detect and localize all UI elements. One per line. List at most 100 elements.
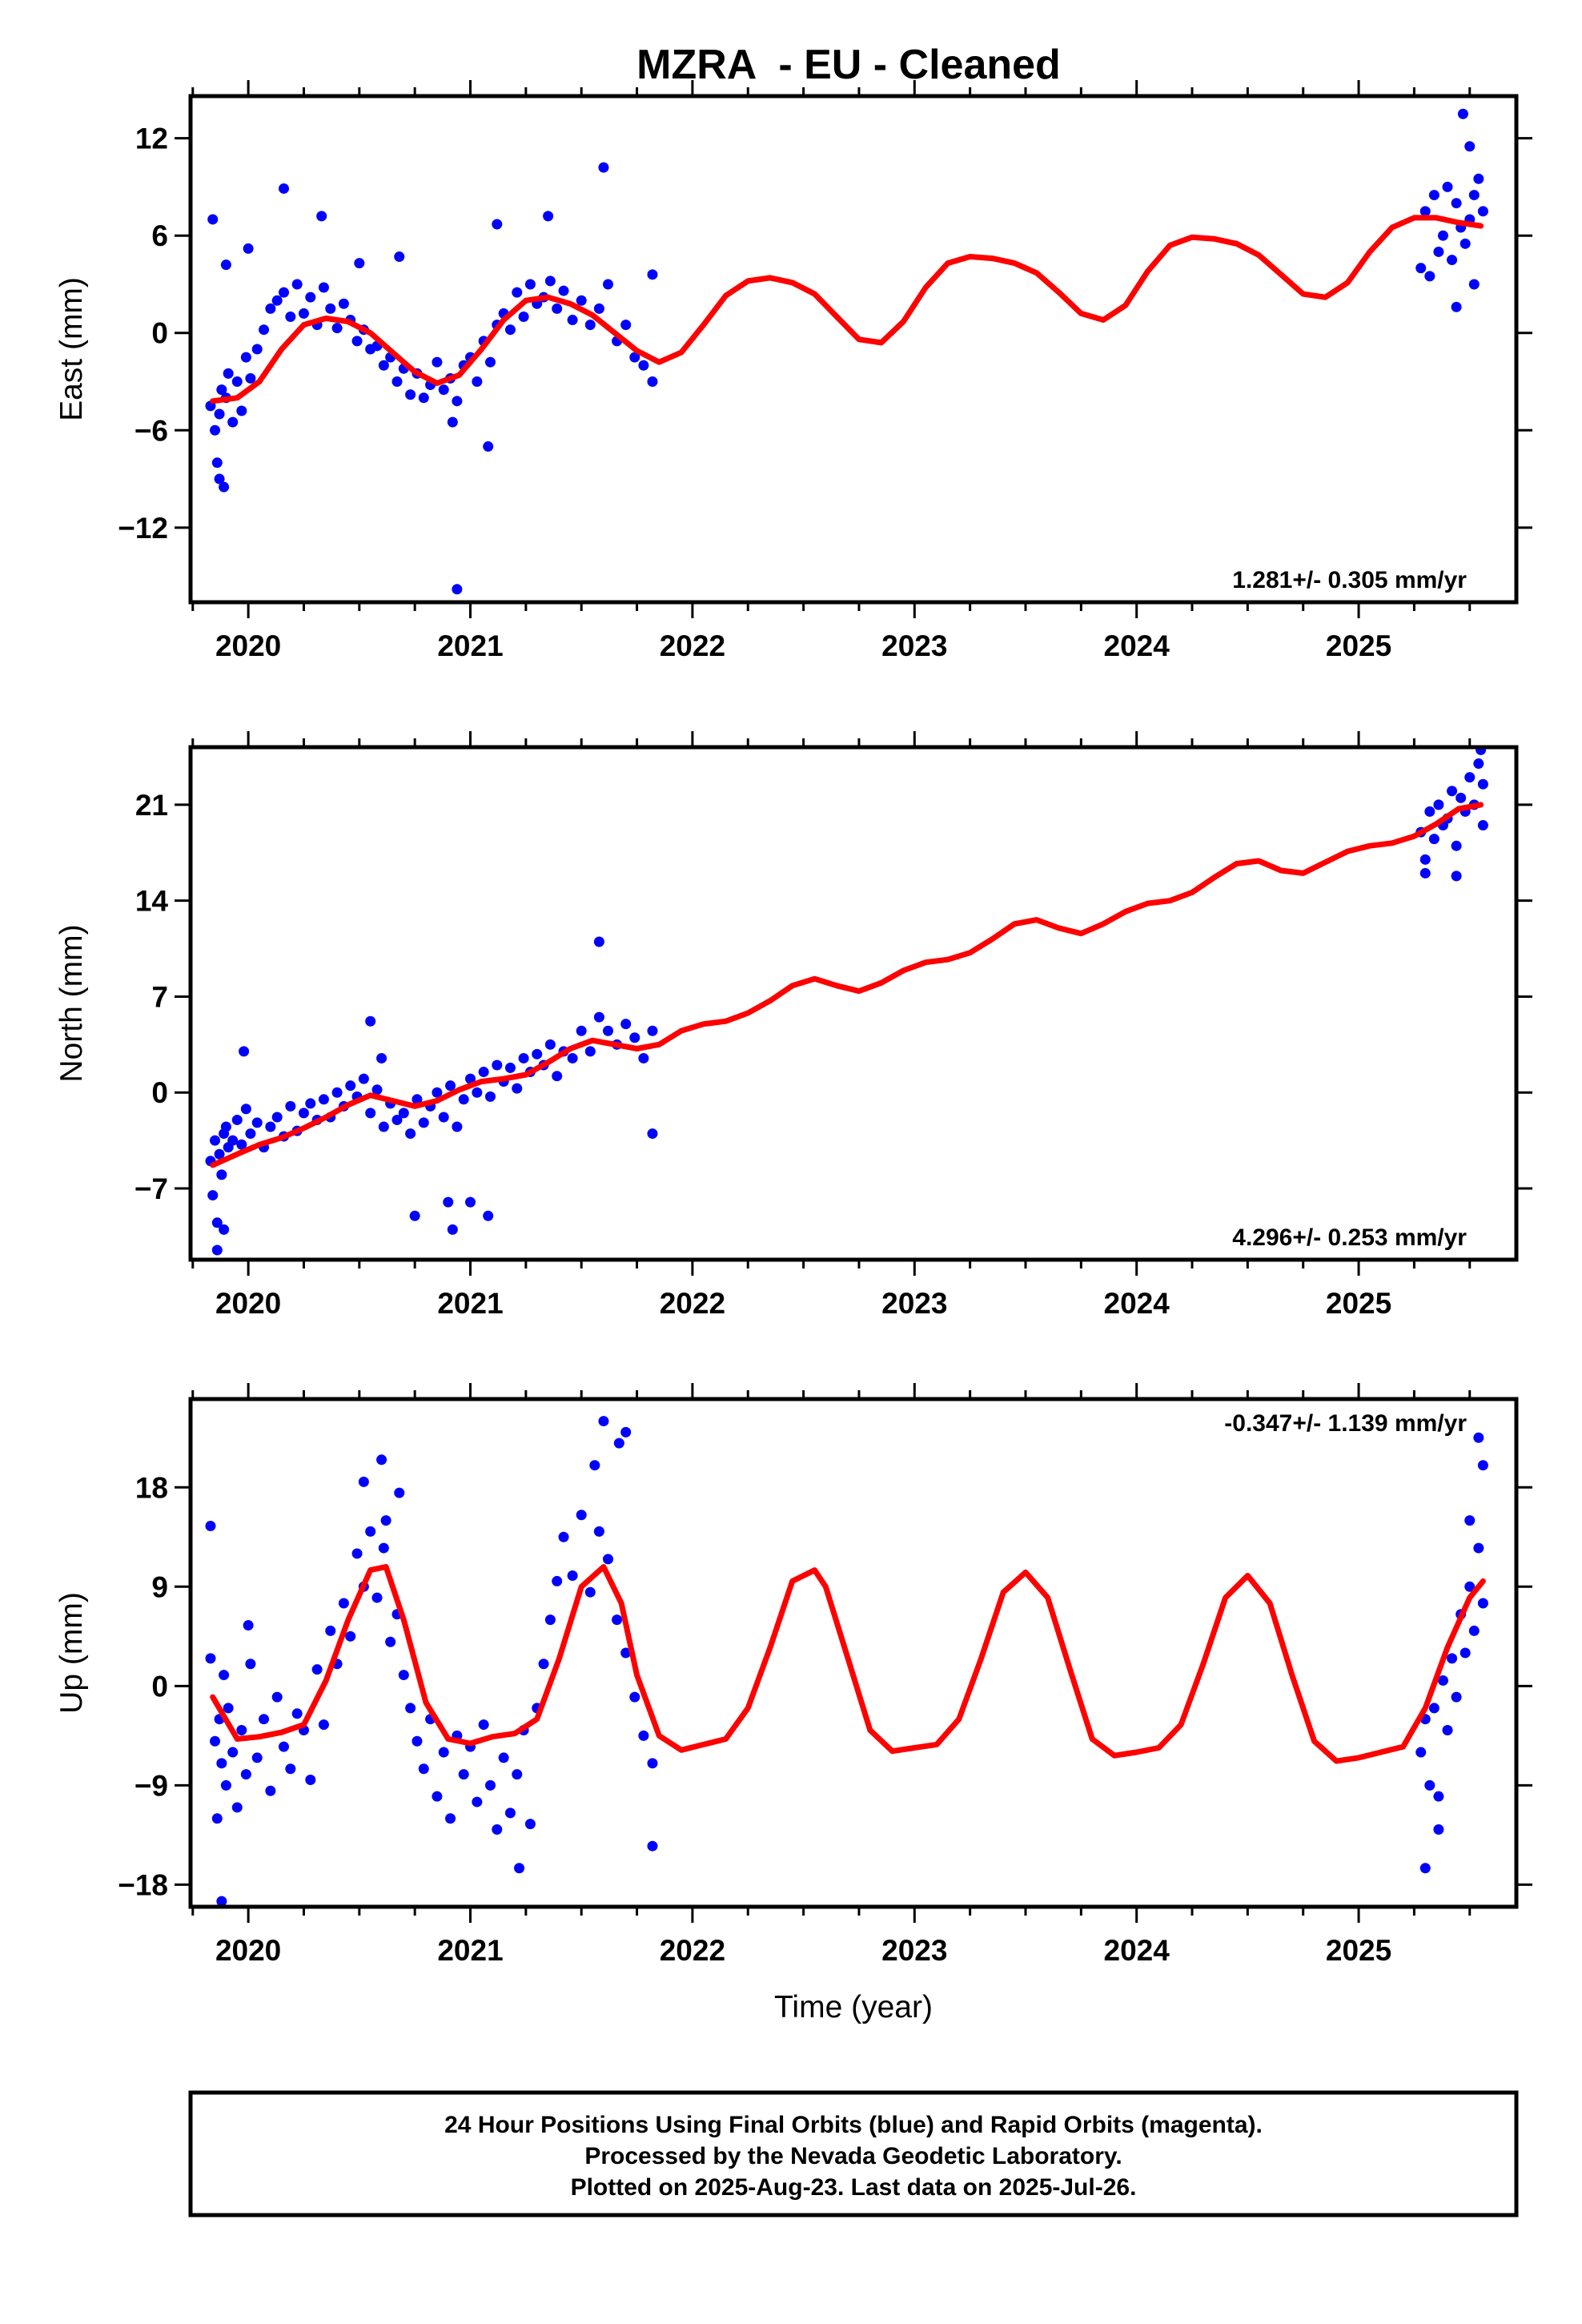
y-tick-label: −7 [135, 1172, 168, 1205]
data-point [598, 1416, 609, 1427]
model-curve [210, 1564, 1486, 1764]
data-point [576, 1025, 587, 1036]
data-point [504, 324, 516, 336]
data-point [552, 303, 563, 314]
x-tick-label: 2024 [1104, 1934, 1170, 1967]
data-point [647, 1025, 658, 1036]
data-point [512, 1769, 523, 1780]
data-point [1468, 190, 1480, 201]
data-point [602, 279, 613, 290]
data-point [365, 1526, 376, 1537]
data-point [1473, 1542, 1484, 1554]
data-point [538, 1659, 549, 1670]
data-point [285, 1100, 296, 1112]
data-point [647, 1840, 658, 1852]
data-point [271, 1112, 283, 1123]
data-point [1473, 173, 1484, 184]
data-point [211, 1813, 223, 1824]
data-point [1415, 1747, 1427, 1758]
data-point [584, 1586, 596, 1598]
data-point [214, 473, 225, 485]
data-point [398, 1670, 409, 1681]
data-point [532, 1048, 543, 1059]
data-point [285, 311, 296, 322]
data-point [438, 1747, 449, 1758]
y-tick-label: −6 [135, 414, 168, 447]
y-tick-label: 14 [135, 885, 169, 918]
data-point [478, 1719, 489, 1731]
data-point [207, 1190, 219, 1201]
y-tick-label: −12 [118, 512, 168, 545]
data-point [211, 1244, 223, 1256]
data-point [325, 303, 336, 314]
data-point [524, 1819, 536, 1830]
footer-line-3: Plotted on 2025-Aug-23. Last data on 202… [571, 2174, 1137, 2201]
y-tick-label: 18 [135, 1471, 168, 1504]
data-point [465, 1196, 476, 1208]
data-point [351, 1548, 363, 1559]
data-point [558, 1531, 569, 1542]
data-point [1433, 1791, 1444, 1802]
data-point [338, 298, 349, 309]
data-point [514, 1863, 525, 1874]
data-point [1442, 181, 1453, 192]
data-point [279, 183, 290, 194]
data-point [236, 1139, 247, 1150]
data-point [325, 1625, 336, 1636]
data-point [265, 1121, 276, 1132]
data-point [638, 1052, 649, 1063]
data-point [365, 1015, 376, 1027]
data-point [593, 1011, 604, 1023]
data-point [205, 1521, 216, 1531]
data-point [576, 295, 587, 306]
y-tick-label: 21 [135, 789, 168, 822]
data-point [647, 1758, 658, 1769]
data-point [318, 282, 329, 293]
data-point [210, 1135, 221, 1146]
rate-label: 1.281+/- 0.305 mm/yr [1232, 567, 1467, 593]
data-point [378, 360, 389, 371]
rate-label: 4.296+/- 0.253 mm/yr [1232, 1224, 1467, 1251]
y-tick-label: 7 [151, 980, 168, 1013]
data-point [271, 1691, 283, 1703]
data-point [483, 441, 494, 452]
data-point [305, 1098, 316, 1109]
x-tick-label: 2024 [1104, 1287, 1170, 1320]
data-point [1433, 246, 1444, 257]
data-point [552, 1575, 563, 1586]
data-point [472, 376, 483, 388]
data-point [376, 1052, 387, 1063]
data-point [385, 1636, 396, 1647]
data-point [231, 376, 243, 388]
data-point [543, 211, 554, 222]
y-axis-label: North (mm) [54, 924, 89, 1082]
data-point [331, 1087, 343, 1098]
x-tick-label: 2024 [1104, 629, 1170, 662]
data-point [405, 389, 416, 400]
data-point [279, 1741, 290, 1752]
x-tick-label: 2020 [215, 629, 281, 662]
data-point [484, 1091, 496, 1102]
x-axis-label: Time (year) [774, 1990, 933, 2024]
data-point [216, 1758, 227, 1769]
data-point [251, 1117, 263, 1128]
data-point [612, 1614, 623, 1626]
data-point [205, 1653, 216, 1664]
data-point [219, 1670, 230, 1681]
data-point [371, 1084, 383, 1096]
data-point [1447, 1653, 1458, 1664]
data-point [376, 1454, 387, 1466]
x-tick-label: 2023 [881, 1934, 947, 1967]
data-point [1473, 1432, 1484, 1443]
data-point [412, 1094, 423, 1105]
data-point [558, 285, 569, 296]
data-point [492, 1824, 503, 1835]
data-point [214, 1148, 225, 1160]
data-point [239, 1046, 250, 1057]
data-point [584, 1046, 596, 1057]
data-point [243, 1620, 254, 1631]
data-point [472, 1087, 483, 1098]
data-point [1460, 1647, 1471, 1659]
data-point [620, 1019, 632, 1030]
